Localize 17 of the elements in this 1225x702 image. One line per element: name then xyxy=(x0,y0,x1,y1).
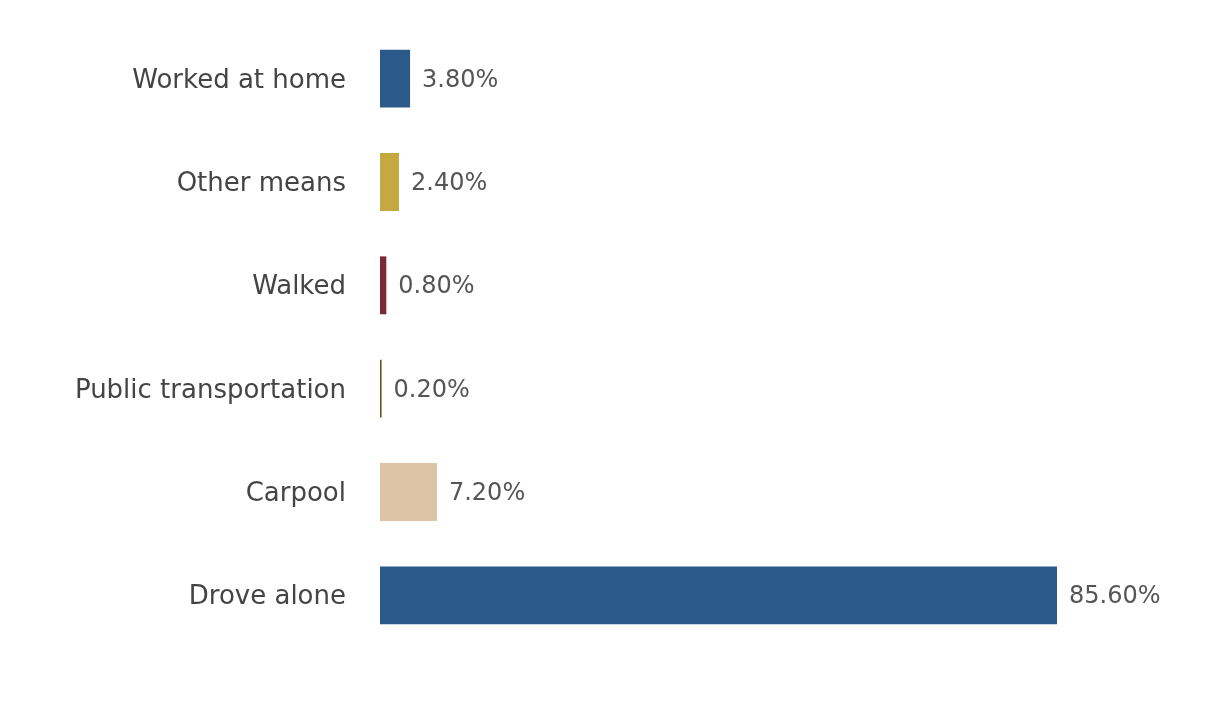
data-label: 3.80% xyxy=(422,64,499,93)
data-label: 0.20% xyxy=(393,374,470,403)
bar xyxy=(380,49,411,108)
y-tick-label: Carpool xyxy=(245,477,346,507)
data-label: 7.20% xyxy=(448,478,526,506)
y-tick-label: Walked xyxy=(252,270,346,301)
data-label: 2.40% xyxy=(410,168,488,196)
y-tick-label: Other means xyxy=(176,167,346,197)
bar xyxy=(380,463,437,521)
y-tick-label: Worked at home xyxy=(132,63,346,94)
bar xyxy=(380,566,1057,625)
bar xyxy=(380,153,399,211)
bar xyxy=(380,256,387,315)
data-label: 0.80% xyxy=(398,271,475,300)
y-tick-label: Drove alone xyxy=(188,580,346,611)
y-tick-label: Public transportation xyxy=(74,373,346,404)
data-label: 85.60% xyxy=(1069,581,1161,610)
